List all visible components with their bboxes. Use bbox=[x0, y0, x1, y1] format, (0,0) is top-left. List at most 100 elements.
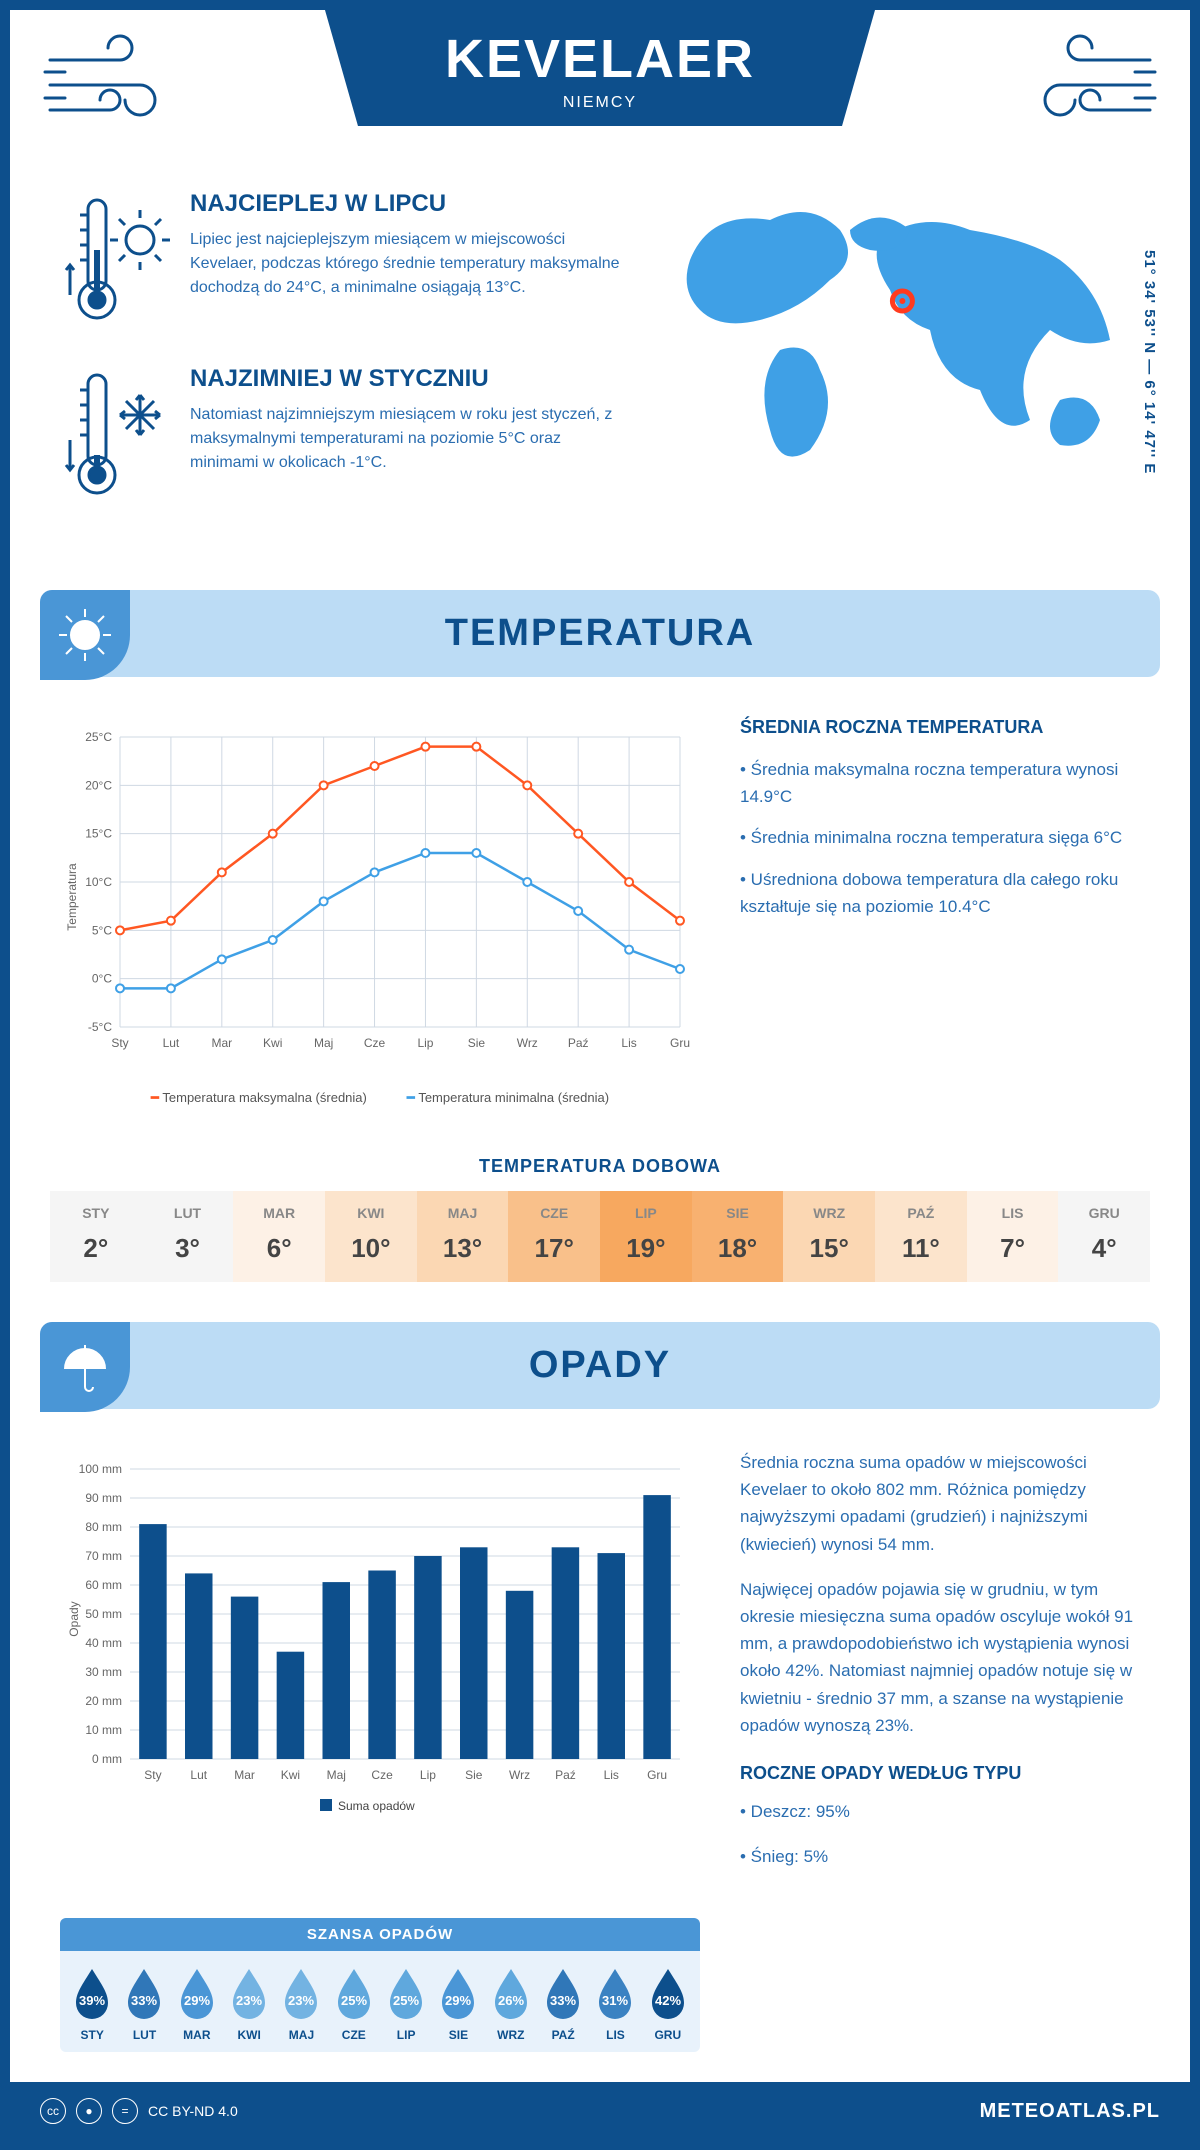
avg-temp-bullet-1: • Średnia minimalna roczna temperatura s… bbox=[740, 824, 1140, 851]
footer-license: cc ● = CC BY-ND 4.0 bbox=[40, 2098, 238, 2124]
rain-chance-strip: SZANSA OPADÓW 39% STY 33% LUT 29% MAR 23… bbox=[60, 1918, 700, 2052]
svg-text:5°C: 5°C bbox=[92, 923, 112, 937]
rain-chance-title: SZANSA OPADÓW bbox=[60, 1918, 700, 1951]
svg-text:23%: 23% bbox=[236, 1993, 262, 2008]
svg-text:Lip: Lip bbox=[420, 1768, 436, 1782]
intro-section: NAJCIEPLEJ W LIPCU Lipiec jest najcieple… bbox=[10, 170, 1190, 580]
svg-text:33%: 33% bbox=[550, 1993, 576, 2008]
precip-p1: Średnia roczna suma opadów w miejscowośc… bbox=[740, 1449, 1140, 1558]
svg-text:70 mm: 70 mm bbox=[85, 1549, 122, 1563]
svg-text:Sty: Sty bbox=[111, 1036, 128, 1050]
svg-text:100 mm: 100 mm bbox=[79, 1462, 122, 1476]
coldest-title: NAJZIMNIEJ W STYCZNIU bbox=[190, 365, 620, 393]
license-text: CC BY-ND 4.0 bbox=[148, 2103, 238, 2119]
daily-temp-cell: LUT3° bbox=[142, 1191, 234, 1282]
temperature-side: ŚREDNIA ROCZNA TEMPERATURA • Średnia mak… bbox=[740, 717, 1140, 1106]
rain-chance-drop: 39% STY bbox=[66, 1965, 118, 2042]
rain-chance-drop: 29% SIE bbox=[432, 1965, 484, 2042]
precipitation-side: Średnia roczna suma opadów w miejscowośc… bbox=[740, 1449, 1140, 1888]
daily-temp-cell: PAŹ11° bbox=[875, 1191, 967, 1282]
rain-chance-drop: 23% KWI bbox=[223, 1965, 275, 2042]
page-title: KEVELAER bbox=[445, 28, 755, 90]
coordinates: 51° 34' 53'' N — 6° 14' 47'' E bbox=[1141, 250, 1158, 474]
precipitation-title: OPADY bbox=[70, 1344, 1130, 1387]
precipitation-banner: OPADY bbox=[40, 1322, 1160, 1409]
precipitation-chart: 0 mm10 mm20 mm30 mm40 mm50 mm60 mm70 mm8… bbox=[60, 1449, 700, 1888]
rain-chance-drop: 23% MAJ bbox=[275, 1965, 327, 2042]
svg-text:25°C: 25°C bbox=[85, 730, 112, 744]
daily-temp-cell: WRZ15° bbox=[783, 1191, 875, 1282]
svg-text:Gru: Gru bbox=[647, 1768, 667, 1782]
svg-text:60 mm: 60 mm bbox=[85, 1578, 122, 1592]
warmest-title: NAJCIEPLEJ W LIPCU bbox=[190, 190, 620, 218]
precipitation-content: 0 mm10 mm20 mm30 mm40 mm50 mm60 mm70 mm8… bbox=[10, 1419, 1190, 1898]
rain-chance-drop: 33% LUT bbox=[118, 1965, 170, 2042]
svg-text:42%: 42% bbox=[655, 1993, 681, 2008]
daily-temp-cell: GRU4° bbox=[1058, 1191, 1150, 1282]
svg-text:Cze: Cze bbox=[364, 1036, 386, 1050]
wind-icon bbox=[1020, 30, 1160, 145]
svg-text:30 mm: 30 mm bbox=[85, 1665, 122, 1679]
temperature-banner: TEMPERATURA bbox=[40, 590, 1160, 677]
svg-text:Temperatura: Temperatura bbox=[65, 863, 79, 931]
by-icon: ● bbox=[76, 2098, 102, 2124]
svg-text:50 mm: 50 mm bbox=[85, 1607, 122, 1621]
sun-icon bbox=[40, 590, 130, 680]
svg-text:Paź: Paź bbox=[555, 1768, 576, 1782]
precip-type-0: • Deszcz: 95% bbox=[740, 1798, 1140, 1825]
intro-left: NAJCIEPLEJ W LIPCU Lipiec jest najcieple… bbox=[60, 190, 620, 540]
nd-icon: = bbox=[112, 2098, 138, 2124]
rain-chance-drop: 29% MAR bbox=[171, 1965, 223, 2042]
avg-temp-bullet-2: • Uśredniona dobowa temperatura dla całe… bbox=[740, 866, 1140, 920]
svg-text:Sie: Sie bbox=[465, 1768, 483, 1782]
legend-max: Temperatura maksymalna (średnia) bbox=[151, 1090, 367, 1106]
rain-chance-drop: 33% PAŹ bbox=[537, 1965, 589, 2042]
rain-chance-drop: 25% CZE bbox=[328, 1965, 380, 2042]
svg-text:Maj: Maj bbox=[327, 1768, 346, 1782]
svg-text:25%: 25% bbox=[341, 1993, 367, 2008]
svg-text:Gru: Gru bbox=[670, 1036, 690, 1050]
daily-temp-table: STY2°LUT3°MAR6°KWI10°MAJ13°CZE17°LIP19°S… bbox=[50, 1191, 1150, 1282]
svg-text:Suma opadów: Suma opadów bbox=[338, 1799, 415, 1813]
svg-text:29%: 29% bbox=[184, 1993, 210, 2008]
svg-text:Kwi: Kwi bbox=[281, 1768, 300, 1782]
svg-text:Sie: Sie bbox=[468, 1036, 486, 1050]
daily-temp-cell: CZE17° bbox=[508, 1191, 600, 1282]
precip-type-1: • Śnieg: 5% bbox=[740, 1843, 1140, 1870]
coldest-block: NAJZIMNIEJ W STYCZNIU Natomiast najzimni… bbox=[60, 365, 620, 510]
warmest-text: NAJCIEPLEJ W LIPCU Lipiec jest najcieple… bbox=[190, 190, 620, 335]
svg-text:Paź: Paź bbox=[568, 1036, 589, 1050]
precip-type-title: ROCZNE OPADY WEDŁUG TYPU bbox=[740, 1759, 1140, 1788]
svg-text:Wrz: Wrz bbox=[517, 1036, 538, 1050]
svg-text:80 mm: 80 mm bbox=[85, 1520, 122, 1534]
daily-temp-cell: MAR6° bbox=[233, 1191, 325, 1282]
page-subtitle: NIEMCY bbox=[445, 94, 755, 112]
thermometer-hot-icon bbox=[60, 190, 170, 335]
svg-text:Maj: Maj bbox=[314, 1036, 333, 1050]
wind-icon bbox=[40, 30, 180, 145]
svg-text:33%: 33% bbox=[131, 1993, 157, 2008]
svg-text:10 mm: 10 mm bbox=[85, 1723, 122, 1737]
daily-temp-cell: LIP19° bbox=[600, 1191, 692, 1282]
footer-brand: METEOATLAS.PL bbox=[980, 2100, 1160, 2123]
rain-chance-drop: 25% LIP bbox=[380, 1965, 432, 2042]
svg-text:10°C: 10°C bbox=[85, 875, 112, 889]
svg-text:20°C: 20°C bbox=[85, 778, 112, 792]
svg-text:Kwi: Kwi bbox=[263, 1036, 282, 1050]
precip-p2: Najwięcej opadów pojawia się w grudniu, … bbox=[740, 1576, 1140, 1739]
svg-text:26%: 26% bbox=[498, 1993, 524, 2008]
svg-text:-5°C: -5°C bbox=[88, 1020, 112, 1034]
svg-text:Cze: Cze bbox=[371, 1768, 393, 1782]
rain-chance-drop: 31% LIS bbox=[589, 1965, 641, 2042]
daily-temp-cell: LIS7° bbox=[967, 1191, 1059, 1282]
daily-temp-cell: SIE18° bbox=[692, 1191, 784, 1282]
svg-text:25%: 25% bbox=[393, 1993, 419, 2008]
avg-temp-bullet-0: • Średnia maksymalna roczna temperatura … bbox=[740, 756, 1140, 810]
world-map bbox=[660, 190, 1140, 490]
umbrella-icon bbox=[40, 1322, 130, 1412]
temperature-title: TEMPERATURA bbox=[70, 612, 1130, 655]
daily-temp-cell: KWI10° bbox=[325, 1191, 417, 1282]
svg-text:Opady: Opady bbox=[67, 1601, 81, 1636]
svg-text:Lis: Lis bbox=[621, 1036, 636, 1050]
svg-text:29%: 29% bbox=[445, 1993, 471, 2008]
